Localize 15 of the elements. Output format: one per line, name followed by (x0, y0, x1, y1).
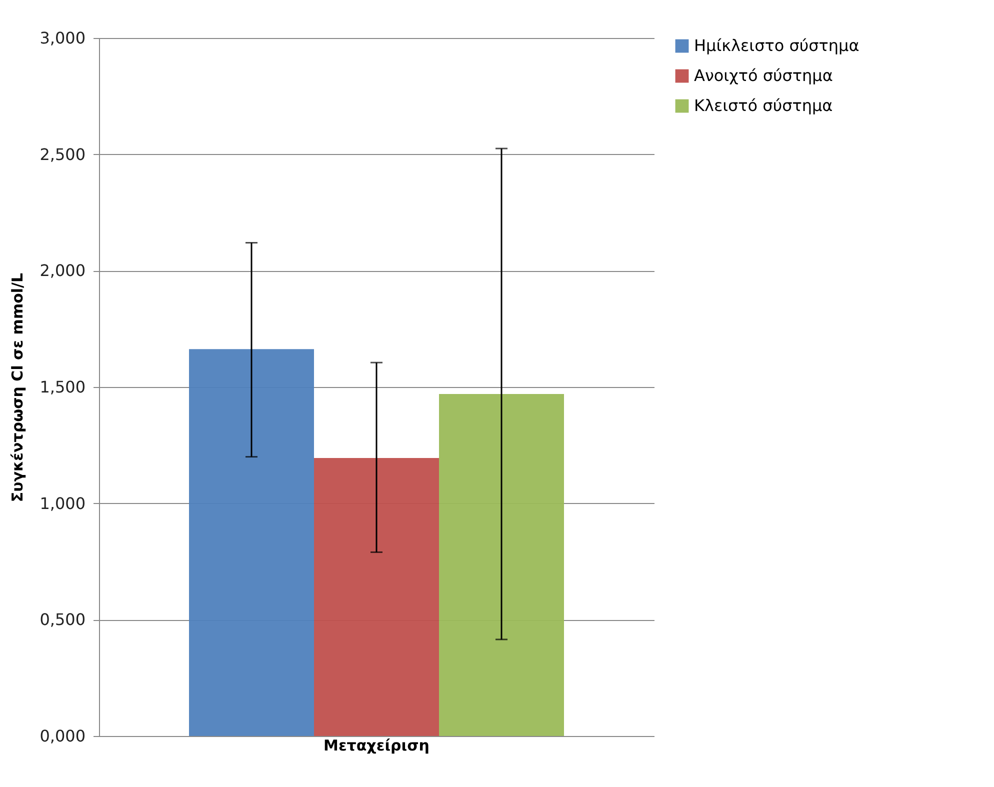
legend-label: Κλειστό σύστημα (694, 96, 833, 115)
y-tick-label: 2,000 (40, 261, 86, 280)
y-axis-title: Συγκέντρωση Cl σε mmol/L (8, 272, 27, 502)
y-tick-label: 0,000 (40, 726, 86, 746)
bar (439, 394, 564, 736)
bar (189, 349, 314, 736)
legend-label: Ημίκλειστο σύστημα (694, 36, 860, 55)
y-tick-label: 1,000 (40, 494, 86, 513)
bar (314, 458, 439, 736)
y-tick-label: 0,500 (40, 610, 86, 630)
y-tick-label: 1,500 (40, 378, 86, 396)
y-tick-label: 2,500 (40, 144, 86, 164)
y-tick-label: 3,000 (40, 28, 86, 48)
x-tick-label: Μεταχείριση (324, 736, 430, 754)
legend-label: Ανοιχτό σύστημα (694, 66, 833, 85)
